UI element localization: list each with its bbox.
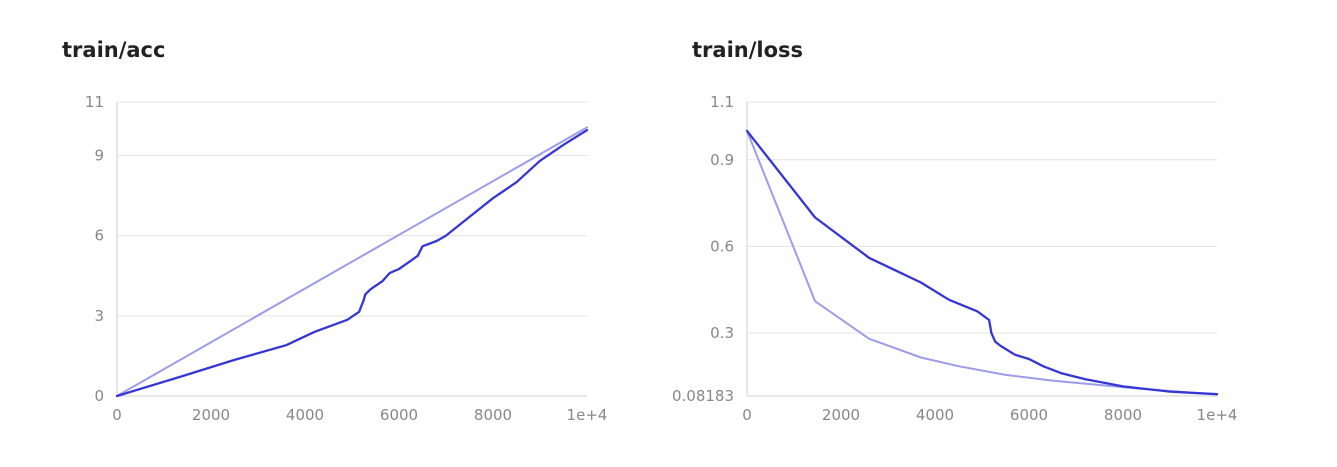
loss-x-tick-label: 4000 [916, 406, 954, 424]
acc-y-tick-label: 11 [85, 93, 104, 111]
acc-y-tick-label: 0 [94, 387, 104, 405]
loss-chart-panel: train/loss 0.08183 0.3 0.6 0.9 1.1 0 2000 4000 6… [630, 0, 1290, 467]
acc-x-tick-label: 0 [112, 406, 122, 424]
loss-x-tick-label: 8000 [1104, 406, 1142, 424]
acc-chart-panel: train/acc 0 3 6 9 11 0 2000 4000 6000 8000 1e+4 [0, 0, 660, 467]
loss-x-tick-label: 1e+4 [1197, 406, 1238, 424]
loss-series-line-1 [746, 129, 1218, 396]
acc-y-tick-label: 3 [94, 307, 104, 325]
loss-chart-title: train/loss [692, 38, 804, 62]
acc-series-line-1 [116, 126, 588, 397]
acc-x-tick-label: 4000 [286, 406, 324, 424]
loss-y-tick-label: 0.3 [710, 324, 734, 342]
loss-y-tick-label: 0.08183 [672, 387, 734, 405]
acc-x-tick-label: 6000 [380, 406, 418, 424]
acc-x-tick-label: 8000 [474, 406, 512, 424]
acc-x-tick-label: 1e+4 [567, 406, 608, 424]
acc-chart: 0 3 6 9 11 0 2000 4000 6000 8000 1e+4 [85, 93, 608, 424]
loss-y-tick-label: 0.6 [710, 237, 734, 255]
acc-y-tick-label: 9 [94, 146, 104, 164]
loss-y-tick-label: 1.1 [710, 93, 734, 111]
loss-series-line-2 [745, 129, 1219, 396]
loss-x-tick-label: 6000 [1010, 406, 1048, 424]
loss-y-tick-label: 0.9 [710, 151, 734, 169]
acc-series-line-2 [115, 128, 589, 398]
loss-x-tick-label: 2000 [822, 406, 860, 424]
acc-x-tick-label: 2000 [192, 406, 230, 424]
loss-chart: 0.08183 0.3 0.6 0.9 1.1 0 2000 4000 6000 8000 1e+4 [672, 93, 1238, 424]
acc-y-tick-label: 6 [94, 227, 104, 245]
loss-x-tick-label: 0 [742, 406, 752, 424]
acc-chart-title: train/acc [62, 38, 166, 62]
